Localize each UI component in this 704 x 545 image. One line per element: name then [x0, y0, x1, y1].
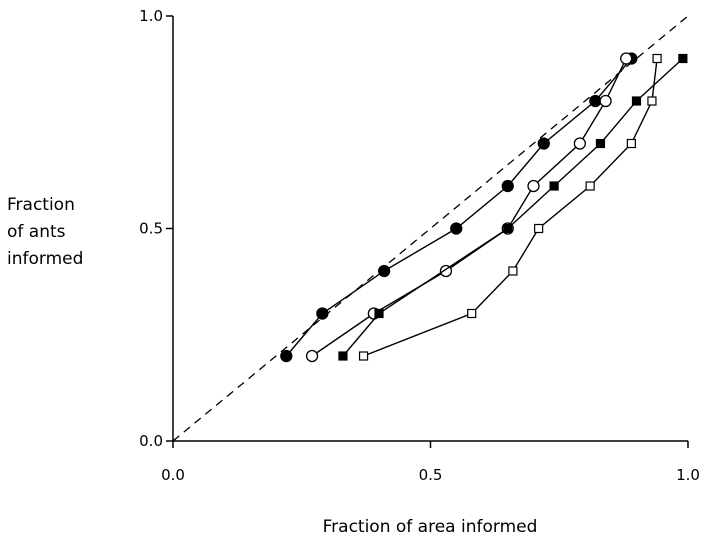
y-tick-label: 0.5: [139, 220, 163, 238]
data-point-open-square: [534, 223, 544, 234]
data-point-open-square: [647, 96, 657, 106]
data-point-open-square: [652, 53, 662, 64]
data-point-filled-square: [374, 308, 384, 319]
x-axis-label: Fraction of area informed: [323, 517, 538, 537]
data-point-open-circle: [620, 52, 633, 65]
data-point-open-circle: [599, 94, 612, 108]
data-point-filled-circle: [537, 137, 550, 150]
data-point-filled-circle: [377, 264, 391, 278]
data-point-filled-circle: [501, 179, 514, 193]
data-point-filled-square: [595, 138, 606, 149]
data-point-open-square: [358, 351, 369, 361]
data-point-filled-circle: [316, 307, 329, 320]
data-point-filled-square: [549, 181, 559, 191]
series-line: [285, 58, 632, 357]
x-tick-label: 0.5: [419, 466, 443, 484]
series-open-square: [358, 53, 662, 361]
data-point-filled-circle: [450, 222, 463, 235]
data-point-open-square: [508, 266, 518, 276]
data-point-filled-square: [503, 223, 513, 234]
data-point-open-circle: [573, 137, 586, 150]
y-axis-label-line-3: informed: [7, 249, 83, 269]
x-ticks: 0.0 0.5 1.0: [161, 441, 700, 484]
x-tick-label: 0.0: [161, 466, 185, 484]
y-tick-label: 0.0: [139, 432, 163, 450]
series-filled-square: [338, 53, 688, 361]
y-axis-label-line-1: Fraction: [7, 195, 75, 215]
data-point-open-square: [626, 138, 636, 149]
series-line: [363, 58, 658, 357]
data-point-filled-circle: [280, 349, 293, 363]
data-point-filled-square: [631, 96, 642, 106]
series-line: [311, 58, 627, 357]
data-point-filled-square: [678, 53, 688, 64]
y-axis-label-line-2: of ants: [7, 222, 66, 242]
reference-diagonal-line: [172, 15, 689, 442]
data-point-filled-circle: [589, 94, 602, 108]
x-tick-label: 1.0: [676, 466, 700, 484]
series-layer: [280, 52, 688, 363]
data-point-open-circle: [305, 349, 319, 363]
data-point-open-square: [585, 181, 595, 191]
data-point-open-square: [467, 308, 477, 319]
y-tick-label: 1.0: [139, 7, 163, 25]
y-ticks: 0.0 0.5 1.0: [139, 7, 173, 450]
data-point-filled-square: [338, 351, 348, 361]
data-point-open-circle: [527, 179, 540, 193]
series-filled-circle: [280, 52, 638, 363]
